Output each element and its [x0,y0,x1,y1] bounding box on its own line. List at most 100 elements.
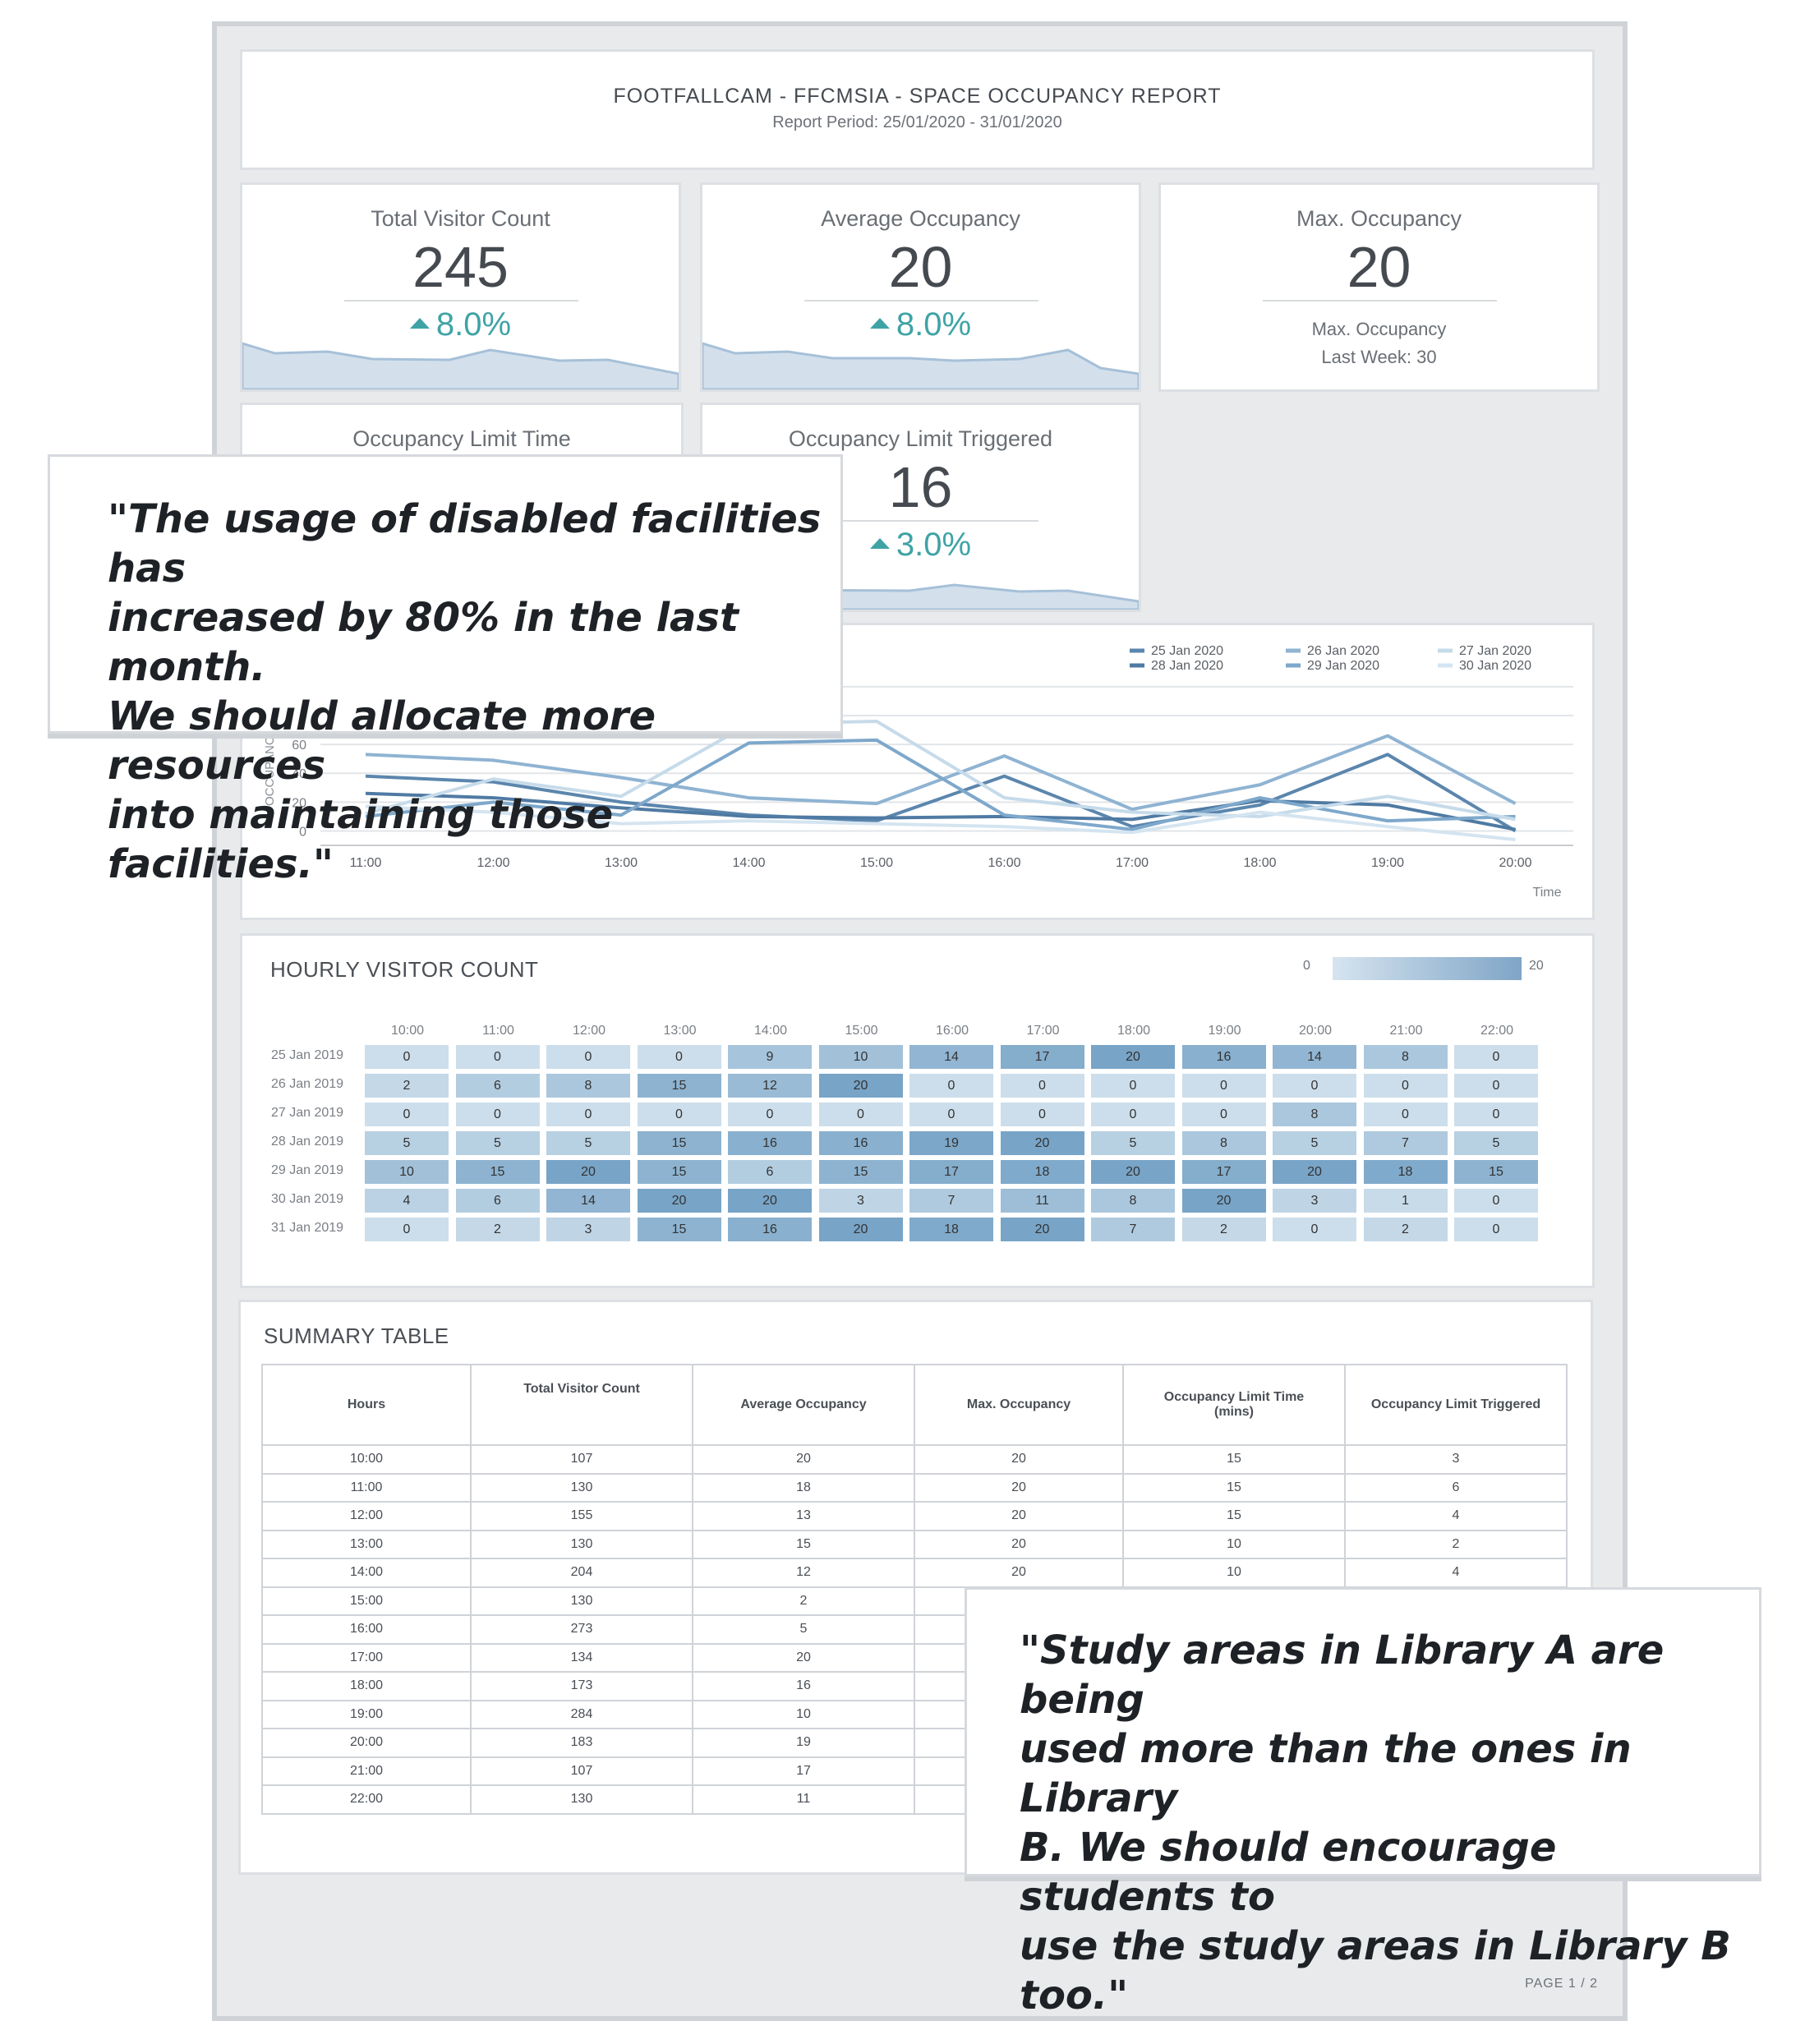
heatmap-cell: 0 [1363,1103,1448,1126]
series-line-26-jan-2020 [365,734,1517,812]
heatmap-hour-label: 12:00 [572,1024,606,1038]
heatmap-cell: 2 [455,1218,540,1241]
table-row: 10:00 107 20 20 15 3 [261,1444,1568,1475]
heatmap-date-label: 30 Jan 2019 [271,1192,344,1206]
kpi-max-occupancy: Max. Occupancy 20 Max. Occupancy Last We… [1158,182,1600,392]
heatmap-cell: 19 [909,1131,993,1155]
kpi-label: Occupancy Limit Time [352,426,571,451]
heatmap-date-label: 31 Jan 2019 [271,1221,344,1235]
report-period: Report Period: 25/01/2020 - 31/01/2020 [772,113,1062,131]
heatmap-cell: 7 [909,1189,993,1213]
kpi-change: 3.0% [702,527,1139,564]
table-cell: 2 [1344,1529,1568,1559]
table-cell: 19 [692,1728,915,1758]
heatmap-cell: 20 [1000,1131,1084,1155]
x-tick-label: 16:00 [988,856,1020,870]
heatmap-cell: 15 [1454,1160,1538,1184]
col-header: Hours [261,1364,472,1446]
series-line-29-jan-2020 [365,738,1516,831]
heatmap-hour-label: 16:00 [935,1024,969,1038]
heatmap-date-label: 28 Jan 2019 [271,1135,344,1149]
table-cell: 15 [1122,1501,1346,1531]
heatmap-cell: 2 [1181,1218,1266,1241]
heatmap-cell: 18 [1000,1160,1084,1184]
kpi-label: Occupancy Limit Triggered [788,426,1053,451]
heatmap-cell: 17 [1000,1045,1084,1069]
heatmap-cell: 0 [546,1103,630,1126]
heatmap-cell: 10 [365,1160,449,1184]
table-cell: 155 [470,1501,693,1531]
callout-line: use the study areas in Library B too." [1020,1923,1731,2019]
section-title: SUMMARY TABLE [264,1324,449,1348]
heatmap-cell: 5 [365,1131,449,1155]
heatmap-cell: 2 [365,1074,449,1098]
callout-line: into maintaining those facilities." [108,792,614,887]
heatmap-hour-label: 22:00 [1480,1024,1514,1038]
heatmap-cell: 8 [1091,1189,1175,1213]
table-row: 14:00 204 12 20 10 4 [261,1558,1568,1588]
heatmap-cell: 0 [1454,1045,1538,1069]
heatmap-cell: 3 [546,1218,630,1241]
heatmap-cell: 20 [1000,1218,1084,1241]
kpi-change-value: 8.0% [435,306,512,343]
heatmap-cell: 6 [455,1189,540,1213]
heatmap-cell: 0 [909,1074,993,1098]
table-cell: 19:00 [261,1699,472,1729]
y-tick-label: 0 [299,825,306,839]
table-cell: 12 [692,1558,915,1588]
table-cell: 130 [470,1529,693,1559]
kpi-change-value: 3.0% [896,527,972,563]
heatmap-cell: 20 [637,1189,721,1213]
heatmap-hour-label: 10:00 [390,1024,425,1038]
table-cell: 273 [470,1614,693,1645]
heatmap-cell: 6 [455,1074,540,1098]
x-tick-label: 12:00 [477,856,509,870]
heatmap-cell: 0 [1454,1103,1538,1126]
legend-label: 25 Jan 2020 [1151,644,1223,658]
heatmap-hour-label: 13:00 [663,1024,697,1038]
series-line-25-jan-2020 [365,753,1517,833]
table-cell: 130 [470,1784,693,1815]
x-tick-label: 13:00 [605,856,638,870]
section-title: HOURLY VISITOR COUNT [270,957,539,982]
heatmap-cell: 8 [1181,1131,1266,1155]
table-cell: 134 [470,1642,693,1673]
heatmap-cell: 0 [365,1218,449,1241]
y-tick-label: 40 [292,767,306,781]
report-header: FOOTFALLCAM - FFCMSIA - SPACE OCCUPANCY … [240,49,1595,170]
table-row: 11:00 130 18 20 15 6 [261,1472,1568,1503]
kpi-label: Max. Occupancy [1296,206,1462,231]
table-cell: 204 [470,1558,693,1588]
series-line-27-jan-2020 [365,720,1516,822]
scale-max: 20 [1529,959,1544,973]
table-cell: 14:00 [261,1558,472,1588]
heatmap-cell: 11 [1000,1189,1084,1213]
callout-line: "Study areas in Library A are being [1020,1627,1665,1723]
heatmap-hour-label: 14:00 [753,1024,788,1038]
heatmap-cell: 8 [1273,1103,1356,1126]
up-arrow-icon [869,538,890,549]
kpi-note-last-week: Last Week: 30 [1321,347,1437,367]
table-cell: 130 [470,1586,693,1616]
heatmap-cell: 0 [1454,1189,1538,1213]
table-cell: 15 [1122,1444,1346,1475]
heatmap-cell: 0 [1181,1103,1266,1126]
kpi-label: Total Visitor Count [371,206,550,231]
heatmap-cell: 5 [546,1131,630,1155]
callout-line: "The usage of disabled facilities has [108,496,822,592]
table-row: 12:00 155 13 20 15 4 [261,1501,1568,1531]
table-cell: 13 [692,1501,915,1531]
table-cell: 16:00 [261,1614,472,1645]
heatmap-cell: 0 [1273,1074,1356,1098]
heatmap-cell: 20 [818,1218,903,1241]
table-cell: 18:00 [261,1671,472,1701]
table-cell: 17:00 [261,1642,472,1673]
heatmap-cell: 0 [909,1103,993,1126]
kpi-value: 245 [412,235,509,299]
table-cell: 20 [914,1558,1124,1588]
table-cell: 17 [692,1756,915,1786]
heatmap-cell: 0 [365,1045,449,1069]
heatmap-hour-label: 20:00 [1298,1024,1333,1038]
heatmap-date-label: 29 Jan 2019 [271,1163,344,1177]
x-tick-label: 15:00 [860,856,893,870]
